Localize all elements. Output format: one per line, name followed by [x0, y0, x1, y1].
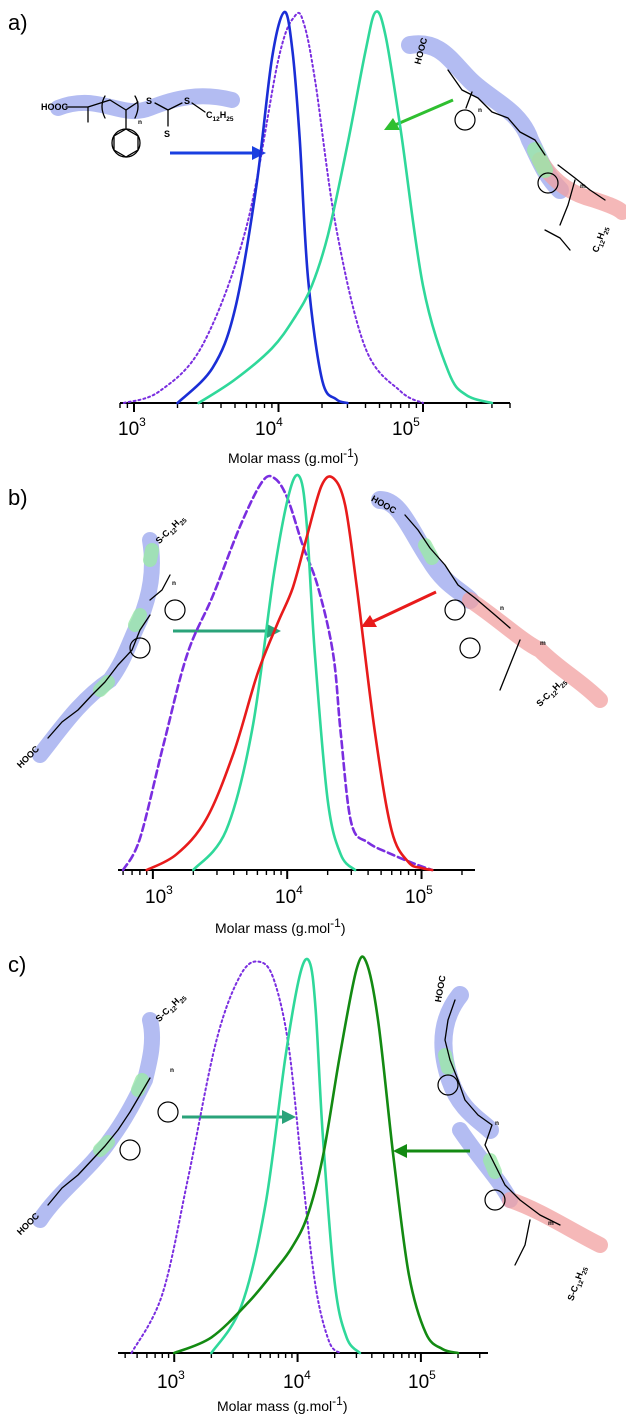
x-axis-title: Molar mass (g.mol-1) — [228, 446, 358, 466]
polymer-structure-block: HOOC n m S-C12H25 — [370, 491, 608, 710]
series-line-0 — [122, 11, 424, 404]
svg-text:S: S — [146, 96, 152, 106]
tick-label: 103 — [118, 415, 146, 440]
arrow-to-block-peak — [393, 1144, 470, 1158]
svg-text:S-C12H25: S-C12H25 — [534, 675, 569, 710]
panel-label: a) — [8, 10, 28, 35]
sec-chart-a: 103 104 105 Molar mass (g.mol-1) — [118, 10, 511, 466]
panel-label: c) — [8, 952, 26, 977]
svg-text:S: S — [184, 96, 190, 106]
sec-chart-b: 103 104 105 Molar mass (g.mol-1) — [118, 473, 475, 936]
tick-label: 105 — [405, 883, 433, 908]
panel-c: c) HOOC n S-C12H25 HOOC n m S-C12H25 — [8, 952, 608, 1414]
svg-text:n: n — [170, 1067, 174, 1074]
x-axis-title: Molar mass (g.mol-1) — [217, 1394, 347, 1414]
polymer-structure-ps: HOOC n S-C12H25 — [15, 513, 189, 770]
svg-text:n: n — [172, 580, 176, 587]
svg-text:S-C12H25: S-C12H25 — [565, 1264, 590, 1303]
arrow-to-block-peak — [384, 98, 454, 130]
svg-text:n: n — [495, 1120, 499, 1127]
tick-label: 105 — [392, 415, 420, 440]
svg-text:n: n — [500, 605, 504, 612]
arrow-to-ps-peak — [170, 146, 266, 160]
svg-text:m: m — [540, 640, 546, 647]
svg-text:S: S — [164, 129, 170, 139]
svg-text:n: n — [478, 107, 482, 114]
svg-text:S-C12H25: S-C12H25 — [154, 991, 189, 1026]
arrow-to-ps-peak — [182, 1110, 296, 1124]
series-line-2 — [145, 475, 434, 872]
svg-text:m: m — [580, 183, 586, 190]
svg-text:HOOC: HOOC — [433, 974, 448, 1003]
tick-label: 104 — [275, 883, 303, 908]
series-line-1 — [176, 10, 349, 405]
tick-label: 103 — [157, 1368, 185, 1393]
svg-text:C12H25: C12H25 — [206, 110, 234, 123]
end-group-label: HOOC — [41, 102, 69, 112]
polymer-structure-block: HOOC n m S-C12H25 — [433, 974, 608, 1303]
polymer-structure-ps: HOOC n S S S C12H25 — [41, 88, 240, 158]
polymer-structure-ps: HOOC n S-C12H25 — [15, 991, 189, 1237]
x-axis-title: Molar mass (g.mol-1) — [215, 916, 345, 936]
series-line-2 — [197, 10, 494, 405]
arrow-to-block-peak — [361, 590, 437, 627]
panel-a: a) HOOC n S S S C12H25 HOOC — [8, 10, 626, 466]
series-line-0 — [130, 960, 341, 1354]
polymer-structure-block: HOOC n m C12H25 — [401, 35, 626, 255]
repeat-unit-label: n — [138, 119, 142, 126]
svg-text:C12H25: C12H25 — [590, 224, 612, 255]
tick-label: 104 — [255, 415, 283, 440]
tick-label: 105 — [408, 1368, 436, 1393]
series-line-0 — [121, 474, 434, 872]
series-line-2 — [172, 955, 460, 1355]
svg-text:m: m — [548, 1220, 554, 1227]
panel-b: b) HOOC n S-C12H25 HOOC n m S-C12H25 — [8, 473, 608, 936]
sec-chart-c: 103 104 105 Molar mass (g.mol-1) — [118, 955, 488, 1414]
svg-text:S-C12H25: S-C12H25 — [154, 513, 189, 548]
series-line-1 — [210, 957, 362, 1355]
tick-label: 104 — [283, 1368, 311, 1393]
series-line-1 — [192, 473, 357, 872]
tick-label: 103 — [145, 883, 173, 908]
panel-label: b) — [8, 485, 28, 510]
